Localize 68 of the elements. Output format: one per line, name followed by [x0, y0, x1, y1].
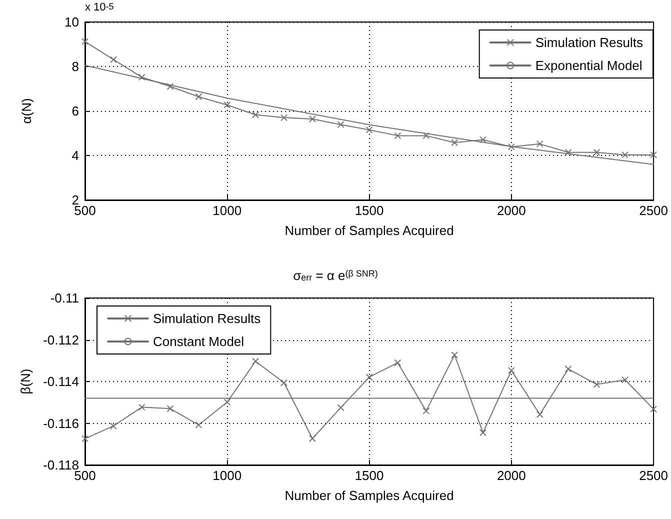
point [252, 111, 260, 118]
y-tick-label: 8 [72, 59, 79, 74]
point [564, 148, 572, 156]
point [110, 56, 117, 64]
legend-label: Simulation Results [153, 311, 262, 326]
point [622, 376, 629, 384]
point [224, 398, 231, 406]
legend-label: Exponential Model [535, 58, 642, 73]
y-tick-label: -0.11 [50, 290, 79, 306]
y-tick-label: 6 [72, 104, 79, 118]
point [650, 151, 658, 158]
x-tick-label: 1000 [212, 203, 242, 218]
point [394, 132, 402, 140]
x-tick-label: 2500 [639, 203, 668, 218]
point [308, 116, 316, 123]
point [479, 136, 486, 144]
x-tick-label: 2000 [496, 468, 526, 483]
point [422, 407, 430, 414]
y-axis-title: β(N) [18, 368, 34, 394]
point [508, 366, 515, 374]
point [195, 421, 202, 428]
point [366, 126, 373, 134]
legend-label: Constant Model [153, 334, 244, 349]
point [508, 143, 515, 150]
point [451, 139, 458, 146]
point [479, 429, 486, 436]
point [366, 374, 373, 381]
point [138, 404, 146, 411]
point [82, 38, 88, 46]
x-tick-label: 1500 [354, 468, 384, 483]
y-tick-label: -0.116 [43, 416, 79, 431]
point [337, 121, 344, 128]
x-tick-label: 2000 [496, 203, 526, 218]
point [82, 435, 88, 442]
point [280, 114, 288, 122]
point [564, 365, 572, 372]
y-axis-title: α(N) [19, 98, 34, 124]
x-tick-label: 1500 [354, 203, 384, 218]
x-tick-label: 2500 [639, 468, 668, 483]
y-tick-label: -0.118 [43, 458, 79, 472]
point [422, 132, 430, 140]
point [308, 434, 316, 442]
point [622, 151, 629, 158]
x-tick-label: 1000 [212, 468, 242, 483]
point [536, 140, 544, 148]
point [280, 379, 288, 386]
point [593, 148, 600, 156]
point [110, 422, 117, 430]
x-axis-title: Number of Samples Acquired [284, 223, 454, 238]
point [138, 74, 146, 81]
y-tick-label: 4 [72, 148, 79, 163]
point [650, 406, 658, 413]
y-tick-label: -0.112 [43, 332, 79, 348]
point [195, 93, 202, 100]
point [166, 405, 174, 412]
point [224, 101, 231, 108]
x-axis-title: Number of Samples Acquired [284, 488, 454, 503]
point [166, 83, 174, 90]
point [252, 358, 260, 365]
point [337, 404, 344, 412]
point [451, 351, 458, 358]
point [593, 380, 600, 388]
point [394, 359, 402, 366]
point [536, 410, 544, 418]
legend-label: Simulation Results [535, 35, 644, 50]
y-tick-label: -0.114 [43, 374, 79, 389]
y-tick-label: 10 [64, 14, 79, 30]
text: x 10-5 [85, 2, 114, 14]
